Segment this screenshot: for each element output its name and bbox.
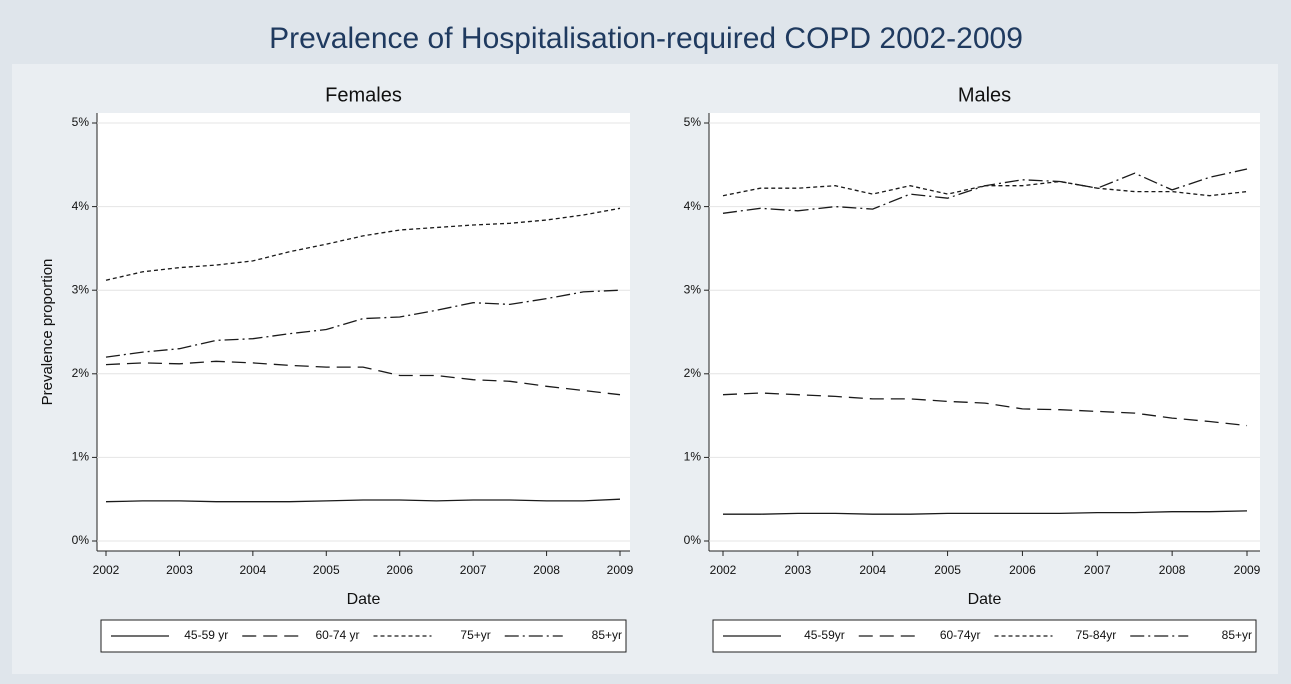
legend-label: 85+yr: [1222, 628, 1252, 642]
x-axis-label: Date: [968, 591, 1002, 608]
series-line: [105, 498, 621, 503]
panel-title: Males: [958, 84, 1011, 106]
plot-area: [709, 113, 1260, 551]
x-tick-label: 2005: [313, 563, 340, 577]
x-axis-label: Date: [347, 591, 381, 608]
legend-label: 60-74 yr: [315, 628, 359, 642]
x-tick-label: 2006: [1009, 563, 1036, 577]
y-tick-label: 5%: [72, 115, 90, 129]
x-tick-label: 2008: [533, 563, 560, 577]
x-tick-label: 2003: [166, 563, 193, 577]
legend-label: 45-59 yr: [184, 628, 228, 642]
x-tick-label: 2009: [607, 563, 634, 577]
y-axis-label: Prevalence proportion: [39, 259, 56, 406]
legend-label: 75-84yr: [1076, 628, 1117, 642]
series-line: [722, 168, 1248, 214]
chart-title: Prevalence of Hospitalisation-required C…: [269, 22, 1023, 55]
y-tick-label: 3%: [72, 282, 90, 296]
y-tick-label: 1%: [72, 450, 90, 464]
series-line: [105, 360, 621, 396]
series-line: [723, 510, 1248, 515]
y-tick-label: 3%: [684, 282, 702, 296]
x-tick-label: 2003: [785, 563, 812, 577]
y-tick-label: 0%: [684, 533, 702, 547]
y-tick-label: 4%: [72, 199, 90, 213]
legend-label: 60-74yr: [940, 628, 981, 642]
y-tick-label: 4%: [684, 199, 702, 213]
x-tick-label: 2004: [240, 563, 267, 577]
plot-area: [97, 113, 630, 551]
y-tick-label: 5%: [684, 115, 702, 129]
x-tick-label: 2005: [934, 563, 961, 577]
x-tick-label: 2009: [1234, 563, 1261, 577]
x-tick-label: 2002: [710, 563, 737, 577]
series-line: [105, 207, 621, 281]
series-line: [722, 392, 1248, 427]
x-tick-label: 2006: [386, 563, 413, 577]
y-tick-label: 2%: [72, 366, 90, 380]
y-tick-label: 1%: [684, 450, 702, 464]
legend-label: 75+yr: [460, 628, 490, 642]
legend-box: [712, 619, 1257, 653]
x-tick-label: 2008: [1159, 563, 1186, 577]
series-line: [105, 289, 621, 358]
x-tick-label: 2002: [93, 563, 120, 577]
y-tick-label: 0%: [72, 533, 90, 547]
y-tick-label: 2%: [684, 366, 702, 380]
x-tick-label: 2007: [460, 563, 487, 577]
x-tick-label: 2007: [1084, 563, 1111, 577]
legend-label: 45-59yr: [804, 628, 845, 642]
legend-label: 85+yr: [592, 628, 622, 642]
x-tick-label: 2004: [859, 563, 886, 577]
panel-title: Females: [325, 84, 402, 106]
